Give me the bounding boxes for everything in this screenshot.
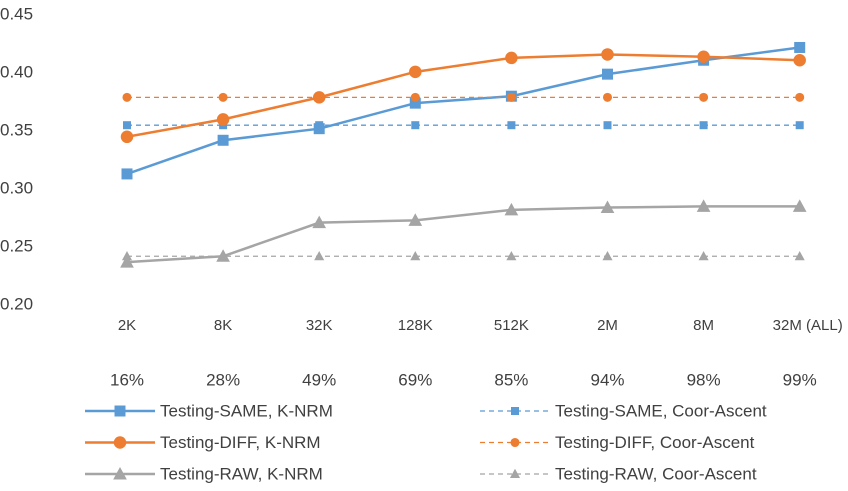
y-tick-label: 0.25 xyxy=(0,236,33,255)
marker xyxy=(312,215,327,229)
marker xyxy=(699,121,708,130)
marker xyxy=(794,251,805,261)
marker xyxy=(506,92,516,102)
marker xyxy=(121,168,133,180)
marker xyxy=(794,41,806,53)
x-tick-label: 512K xyxy=(494,317,529,334)
legend-label: Testing-SAME, K-NRM xyxy=(160,401,333,420)
marker xyxy=(315,121,324,130)
x-tick-label: 2K xyxy=(118,317,136,334)
marker xyxy=(114,405,126,417)
marker xyxy=(409,65,422,79)
marker xyxy=(601,48,614,61)
marker xyxy=(122,92,132,102)
marker xyxy=(410,92,420,102)
marker xyxy=(218,92,228,102)
marker xyxy=(123,121,131,130)
marker xyxy=(505,51,518,65)
marker xyxy=(792,199,807,212)
marker xyxy=(602,251,613,261)
x-sublabel: 28% xyxy=(206,370,240,389)
marker xyxy=(507,121,516,130)
marker xyxy=(511,407,519,415)
y-tick-label: 0.35 xyxy=(0,120,33,139)
marker xyxy=(699,92,709,102)
x-tick-label: 8K xyxy=(214,317,232,334)
marker xyxy=(411,121,420,130)
x-sublabel: 94% xyxy=(590,370,624,389)
x-sublabel: 16% xyxy=(110,370,144,389)
marker xyxy=(603,121,612,130)
marker xyxy=(506,251,517,261)
marker xyxy=(314,251,325,261)
x-sublabel: 69% xyxy=(398,370,432,389)
marker xyxy=(697,50,710,64)
marker xyxy=(216,113,230,126)
marker xyxy=(408,213,423,226)
marker xyxy=(218,251,229,261)
series-line xyxy=(126,53,800,139)
marker xyxy=(793,53,806,67)
y-tick-label: 0.30 xyxy=(0,178,33,197)
marker xyxy=(217,134,229,146)
marker xyxy=(510,437,520,448)
marker xyxy=(795,121,804,130)
marker xyxy=(120,255,134,268)
x-sublabel: 98% xyxy=(687,370,721,389)
marker xyxy=(602,68,613,80)
marker xyxy=(600,200,615,214)
legend-label: Testing-SAME, Coor-Ascent xyxy=(555,401,767,420)
series-line xyxy=(126,205,800,264)
marker xyxy=(410,251,421,261)
marker xyxy=(113,436,127,449)
x-tick-label: 8M xyxy=(693,317,714,334)
series-line xyxy=(126,46,800,176)
y-tick-label: 0.40 xyxy=(0,62,33,81)
legend-label: Testing-DIFF, K-NRM xyxy=(160,433,321,452)
marker xyxy=(696,199,711,212)
x-sublabel: 99% xyxy=(783,370,817,389)
legend-label: Testing-RAW, K-NRM xyxy=(160,464,323,483)
legend-label: Testing-DIFF, Coor-Ascent xyxy=(555,433,755,452)
legend-label: Testing-RAW, Coor-Ascent xyxy=(555,464,757,483)
marker xyxy=(698,251,709,261)
marker xyxy=(120,130,134,144)
y-tick-label: 0.20 xyxy=(0,294,33,313)
marker xyxy=(509,468,521,478)
marker xyxy=(314,92,324,102)
x-tick-label: 128K xyxy=(398,317,433,334)
x-tick-label: 2M xyxy=(597,317,618,334)
marker xyxy=(113,466,127,480)
marker xyxy=(504,202,519,216)
x-sublabel: 49% xyxy=(302,370,336,389)
marker xyxy=(602,92,613,102)
marker xyxy=(121,251,133,261)
x-sublabel: 85% xyxy=(494,370,528,389)
y-tick-label: 0.45 xyxy=(0,4,33,23)
x-tick-label: 32M (ALL) xyxy=(773,317,843,334)
x-tick-label: 32K xyxy=(306,317,333,334)
marker xyxy=(795,92,805,102)
